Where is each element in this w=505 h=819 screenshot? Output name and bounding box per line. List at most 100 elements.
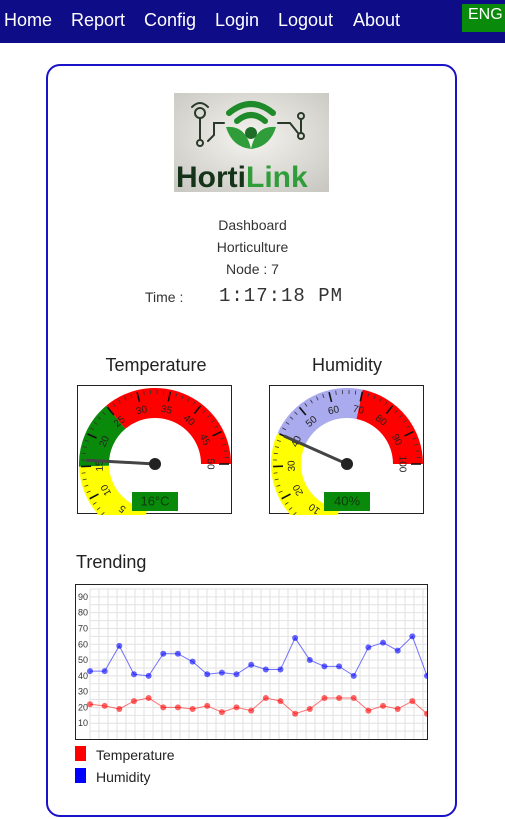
temperature-gauge-svg: 0510152025303540455016°C: [79, 388, 231, 515]
humidity-gauge-minor-tick: [406, 425, 411, 429]
humidity-gauge: 010203040506070809010040%: [269, 385, 424, 515]
temperature-gauge-minor-tick: [214, 425, 219, 429]
chart-point-temperature: [277, 698, 284, 705]
humidity-gauge-tick: [281, 493, 291, 500]
temperature-gauge-minor-tick: [84, 484, 89, 487]
chart-point-temperature: [160, 704, 167, 711]
humidity-gauge-minor-tick: [288, 507, 293, 511]
temperature-gauge-minor-tick: [92, 501, 97, 505]
chart-point-humidity: [336, 663, 343, 670]
temperature-gauge-minor-tick: [130, 393, 133, 399]
humidity-gauge-minor-tick: [367, 393, 370, 398]
humidity-gauge-minor-tick: [379, 398, 382, 403]
nav-home[interactable]: Home: [4, 10, 53, 30]
temperature-gauge-minor-tick: [81, 472, 86, 474]
humidity-gauge-minor-tick: [285, 421, 290, 425]
temperature-gauge-tick-label: 10: [99, 482, 114, 497]
nav-about[interactable]: About: [353, 10, 401, 30]
nav-logout[interactable]: Logout: [278, 10, 334, 30]
humidity-gauge-minor-tick: [294, 411, 298, 415]
chart-point-temperature: [336, 694, 343, 701]
nav-login[interactable]: Login: [215, 10, 260, 30]
humidity-gauge-svg: 010203040506070809010040%: [271, 388, 423, 515]
humidity-gauge-tick: [404, 430, 414, 437]
chart-point-humidity: [350, 672, 357, 679]
chart-y-tick-label: 20: [78, 702, 88, 712]
temperature-gauge-minor-tick: [207, 414, 211, 418]
humidity-gauge-tick-label: 90: [389, 433, 404, 448]
chart-point-temperature: [350, 694, 357, 701]
chart-point-temperature: [130, 698, 137, 705]
temperature-gauge-minor-tick: [84, 439, 89, 442]
chart-point-temperature: [101, 702, 108, 709]
temperature-gauge-tick-label: 0: [141, 512, 149, 515]
chart-point-temperature: [409, 698, 416, 705]
temperature-gauge-value: 16°C: [140, 493, 169, 508]
chart-point-humidity: [174, 650, 181, 657]
nav-config[interactable]: Config: [144, 10, 197, 30]
humidity-gauge-tick-label: 0: [333, 512, 341, 515]
temperature-gauge-hub: [149, 458, 161, 470]
temperature-gauge-band-1: [79, 405, 126, 467]
chart-point-temperature: [87, 701, 93, 708]
nav-report[interactable]: Report: [71, 10, 126, 30]
chart-point-temperature: [248, 707, 255, 714]
humidity-gauge-tick: [359, 391, 364, 402]
chart-point-humidity: [424, 672, 430, 679]
humidity-gauge-minor-tick: [335, 390, 337, 395]
chart-point-temperature: [365, 707, 372, 714]
chart-point-temperature: [394, 706, 401, 712]
humidity-gauge-value-box: [324, 492, 370, 511]
temperature-gauge-tick: [89, 493, 99, 500]
chart-point-humidity: [160, 650, 167, 657]
temperature-title: Temperature: [105, 355, 207, 375]
humidity-gauge-minor-tick: [403, 419, 407, 423]
temperature-gauge-minor-tick: [82, 478, 87, 481]
chart-point-humidity: [233, 671, 240, 678]
chart-y-tick-label: 40: [78, 671, 88, 681]
chart-y-tick-label: 70: [78, 623, 88, 633]
temperature-gauge-minor-tick: [81, 452, 86, 455]
chart-point-temperature: [189, 706, 196, 712]
humidity-gauge-band-1: [277, 388, 363, 446]
chart-point-humidity: [248, 661, 255, 668]
language-button[interactable]: ENG: [462, 4, 505, 32]
chart-point-temperature: [306, 706, 313, 712]
temperature-gauge-tick: [212, 430, 222, 437]
humidity-gauge-tick-label: 20: [291, 482, 306, 497]
temperature-gauge-minor-tick: [112, 403, 116, 407]
chart-point-temperature: [233, 704, 240, 711]
trending-chart: 10 20 30 40 50 60 70 80 90: [75, 584, 430, 740]
humidity-gauge-minor-tick: [415, 450, 420, 452]
temperature-gauge-minor-tick: [86, 490, 91, 494]
humidity-title: Humidity: [311, 355, 382, 375]
chart-point-humidity: [130, 671, 137, 678]
temperature-gauge-minor-tick: [187, 398, 190, 403]
chart-y-tick-label: 80: [78, 608, 88, 618]
humidity-gauge-minor-tick: [273, 472, 278, 474]
temperature-gauge-needle: [85, 458, 157, 466]
chart-point-humidity: [218, 669, 225, 676]
chart-point-humidity: [101, 668, 108, 675]
temperature-gauge-minor-tick: [220, 437, 225, 440]
temperature-gauge-value-box: [132, 492, 178, 511]
temperature-gauge-minor-tick: [222, 443, 227, 446]
chart-y-tick-label: 60: [78, 639, 88, 649]
humidity-gauge-tick: [328, 392, 333, 403]
temperature-gauge-tick-label: 30: [135, 404, 149, 417]
humidity-gauge-tick-label: 70: [352, 404, 366, 417]
logo-brand-suffix: Link: [246, 161, 308, 192]
temperature-gauge-tick: [167, 391, 172, 402]
humidity-gauge-minor-tick: [316, 396, 319, 401]
temperature-gauge-minor-tick: [102, 411, 106, 415]
humidity-gauge-hub: [341, 458, 353, 470]
logo-brand-prefix: Horti: [176, 161, 246, 192]
hortilink-logo: HortiLink: [174, 93, 329, 192]
temperature-gauge-minor-tick: [93, 421, 98, 425]
legend-swatch-humidity: [75, 768, 86, 783]
chart-point-temperature: [380, 702, 387, 709]
humidity-gauge-tick: [385, 405, 394, 415]
temperature-gauge-tick: [136, 392, 141, 403]
humidity-gauge-minor-tick: [278, 490, 283, 494]
temperature-gauge: 0510152025303540455016°C: [77, 385, 232, 515]
